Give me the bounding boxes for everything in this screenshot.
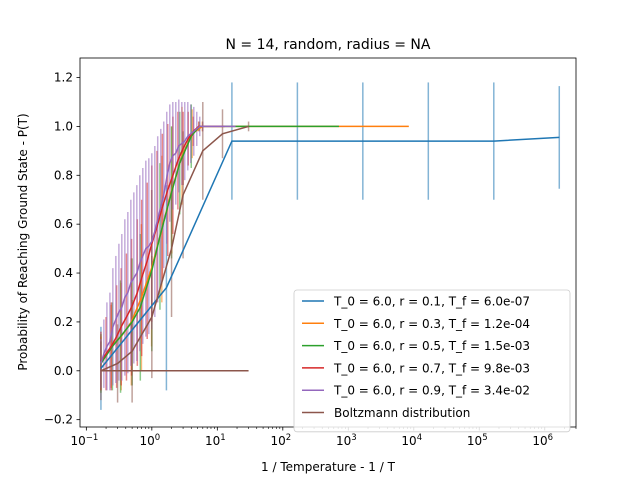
- plot-area: 10−1 100 101 102 103 104 105 106−0.20.00.20.40.…: [44, 57, 577, 448]
- series-line-5: [100, 125, 249, 372]
- x-tick-exponent: 1: [220, 433, 225, 443]
- x-tick-label: 102: [270, 433, 291, 448]
- legend-label: Boltzmann distribution: [334, 406, 470, 420]
- x-tick-base: 10: [139, 434, 154, 448]
- x-tick-exponent: 5: [482, 433, 487, 443]
- y-tick-label: 0.6: [54, 217, 73, 231]
- series-line-2: [100, 125, 339, 364]
- x-tick-label: 103: [336, 433, 357, 448]
- legend: T_0 = 6.0, r = 0.1, T_f = 6.0e-07 T_0 = 6…: [293, 289, 571, 433]
- legend-label: T_0 = 6.0, r = 0.9, T_f = 3.4e-02: [333, 384, 530, 398]
- x-tick-label: 104: [401, 433, 422, 448]
- x-tick-label: 105: [467, 433, 488, 448]
- x-tick-label: 101: [205, 433, 226, 448]
- legend-box: [293, 289, 571, 433]
- legend-label: T_0 = 6.0, r = 0.3, T_f = 1.2e-04: [333, 317, 530, 331]
- data-layer: [100, 82, 561, 410]
- x-tick-base: 10: [70, 434, 85, 448]
- x-tick-label: 10−1: [70, 433, 98, 448]
- x-tick-exponent: 6: [548, 433, 553, 443]
- x-tick-exponent: 0: [155, 433, 160, 443]
- legend-label: T_0 = 6.0, r = 0.1, T_f = 6.0e-07: [333, 295, 530, 309]
- y-axis-title: Probability of Reaching Ground State - P…: [16, 113, 30, 370]
- x-axis-title: 1 / Temperature - 1 / T: [261, 460, 396, 474]
- y-tick-label: −0.2: [44, 413, 73, 427]
- y-tick-label: 0.4: [54, 266, 73, 280]
- x-tick-exponent: −1: [86, 433, 99, 443]
- y-tick-label: 0.2: [54, 315, 73, 329]
- y-tick-label: 1.0: [54, 119, 73, 133]
- x-tick-base: 10: [336, 434, 351, 448]
- x-tick-base: 10: [532, 434, 547, 448]
- x-tick-exponent: 3: [351, 433, 356, 443]
- x-tick-base: 10: [467, 434, 482, 448]
- chart-title: N = 14, random, radius = NA: [226, 37, 431, 53]
- y-tick-label: 1.2: [54, 71, 73, 85]
- x-tick-base: 10: [205, 434, 220, 448]
- y-tick-label: 0.0: [54, 364, 73, 378]
- x-tick-base: 10: [270, 434, 285, 448]
- series-line-4: [100, 125, 236, 364]
- x-tick-label: 100: [139, 433, 160, 448]
- x-tick-label: 106: [532, 433, 553, 448]
- x-tick-exponent: 2: [286, 433, 291, 443]
- legend-label: T_0 = 6.0, r = 0.5, T_f = 1.5e-03: [333, 339, 530, 353]
- x-tick-base: 10: [401, 434, 416, 448]
- series-line-0: [100, 136, 560, 369]
- legend-label: T_0 = 6.0, r = 0.7, T_f = 9.8e-03: [333, 361, 530, 375]
- x-tick-exponent: 4: [417, 433, 422, 443]
- y-tick-label: 0.8: [54, 168, 73, 182]
